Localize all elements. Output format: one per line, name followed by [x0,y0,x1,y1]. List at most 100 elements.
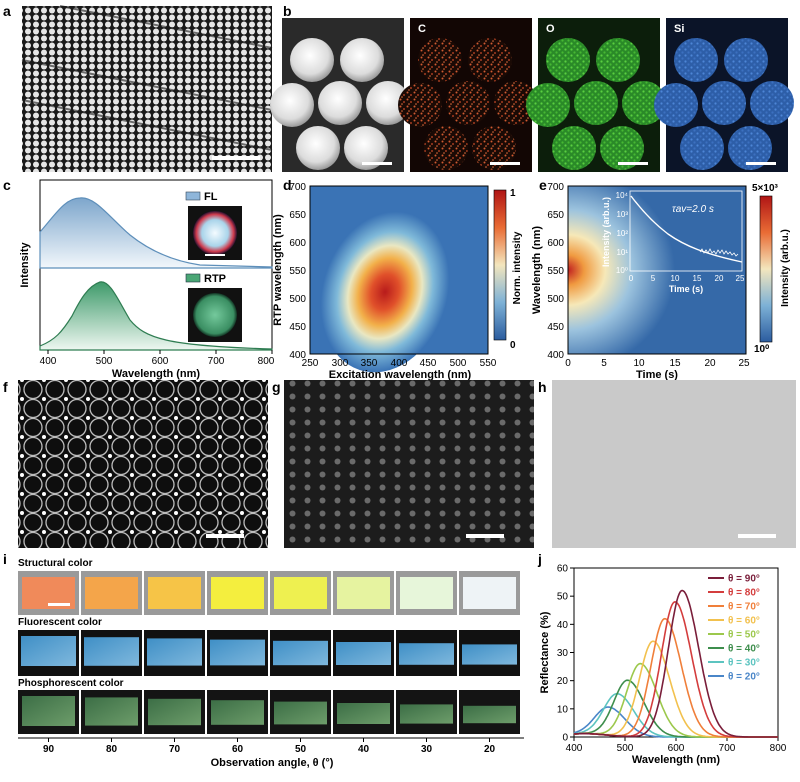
panel-b-oxygen-map: O [526,18,666,172]
structural-swatch [211,577,264,609]
panel-label-c: c [3,177,11,193]
svg-text:25: 25 [736,274,745,283]
phosphorescent-photo [400,704,453,724]
panel-label-h: h [538,379,547,395]
fluorescent-photo [399,643,454,665]
panel-label-g: g [272,379,281,395]
svg-text:400: 400 [289,350,306,361]
svg-text:5: 5 [601,358,607,369]
legend-fl: FL [204,191,218,203]
d-cbar-min: 0 [510,340,516,351]
phosphorescent-photo [85,697,138,726]
j-legend-label: θ = 50° [728,630,760,641]
svg-text:700: 700 [289,182,306,193]
j-legend-label: θ = 20° [728,672,760,683]
svg-text:800: 800 [258,356,275,367]
svg-text:550: 550 [480,358,497,369]
j-ytick-label: 40 [557,620,569,631]
d-ylabel: RTP wavelength (nm) [272,214,284,326]
angle-tick-label: 40 [358,744,370,755]
svg-text:450: 450 [289,322,306,333]
structural-swatch [148,577,201,609]
c-xlabel: Wavelength (nm) [112,368,201,380]
panel-h-sem-image [552,380,796,548]
label-si: Si [674,23,684,35]
svg-text:600: 600 [289,238,306,249]
row-fluorescent-title: Fluorescent color [18,617,102,628]
svg-text:10⁴: 10⁴ [616,191,629,200]
j-legend-label: θ = 40° [728,644,760,655]
phosphorescent-color-row [18,690,520,734]
svg-text:10³: 10³ [616,210,628,219]
j-series-line [573,589,778,738]
j-xlabel: Wavelength (nm) [632,754,721,766]
j-ytick-label: 30 [557,648,569,659]
svg-text:450: 450 [420,358,437,369]
fl-photo-inset [193,211,237,255]
svg-text:650: 650 [547,210,564,221]
svg-text:10⁰: 10⁰ [616,266,628,275]
angle-tick-label: 20 [484,744,496,755]
svg-text:20: 20 [704,358,716,369]
panel-b-silicon-map: Si [654,18,794,172]
svg-text:450: 450 [547,322,564,333]
structural-swatch [400,577,453,609]
d-colorbar [493,189,507,341]
svg-text:10: 10 [671,274,680,283]
e-xticks: 0 5 10 15 20 25 [565,358,750,369]
fl-spectrum [39,197,273,269]
rtp-spectrum [39,281,273,351]
svg-text:700: 700 [208,356,225,367]
j-xtick-label: 600 [668,743,685,754]
j-xtick-label: 800 [770,743,787,754]
j-ytick-label: 50 [557,592,569,603]
panel-label-a: a [3,3,11,19]
rtp-photo-inset [193,293,237,337]
svg-text:500: 500 [96,356,113,367]
label-o: O [546,23,555,35]
angle-tick-label: 70 [169,744,181,755]
c-ylabel: Intensity [19,242,31,288]
svg-text:25: 25 [738,358,750,369]
scale-bar [48,603,70,606]
j-legend-label: θ = 80° [728,588,760,599]
svg-text:700: 700 [547,182,564,193]
svg-text:10²: 10² [616,229,628,238]
j-ylabel: Reflectance (%) [539,611,551,693]
structural-swatch [85,577,138,609]
svg-text:400: 400 [547,350,564,361]
e-cbar-min: 10⁰ [754,344,769,355]
svg-text:400: 400 [40,356,57,367]
row-structural-title: Structural color [18,558,93,569]
fluorescent-photo [273,640,328,666]
panel-a-sem-image [21,5,273,172]
i-xlabel: Observation angle, θ (°) [211,757,334,769]
fluorescent-photo [21,636,76,666]
structural-swatch [337,577,390,609]
panel-label-j: j [537,551,542,567]
panel-label-f: f [3,379,8,395]
phosphorescent-photo [148,698,201,726]
svg-text:500: 500 [289,294,306,305]
e-cbar-label: Intensity (arb.u.) [780,229,791,307]
panel-j-reflectance-chart: 0 10 20 30 40 50 60 400 500 600 700 800 Wavelength (… [539,564,787,767]
j-legend-label: θ = 30° [728,658,760,669]
e-inset-xlabel: Time (s) [669,284,703,294]
panel-e-heatmap [567,185,773,355]
panel-g-sem-image [284,380,534,548]
svg-text:500: 500 [547,294,564,305]
j-series-line [573,640,778,738]
panel-label-i: i [3,551,7,567]
c-xticks: 400 500 600 700 800 [40,350,275,367]
fluorescent-photo [84,637,139,666]
angle-tick-label: 90 [43,744,55,755]
svg-text:15: 15 [669,358,681,369]
j-xtick-label: 500 [617,743,634,754]
j-legend-label: θ = 60° [728,616,760,627]
phosphorescent-photo [22,696,75,726]
angle-tick-label: 60 [232,744,244,755]
d-yticks: 700 650 600 550 500 450 400 [289,182,306,361]
structural-color-row [18,571,520,615]
svg-text:600: 600 [152,356,169,367]
fluorescent-color-row [18,630,520,676]
